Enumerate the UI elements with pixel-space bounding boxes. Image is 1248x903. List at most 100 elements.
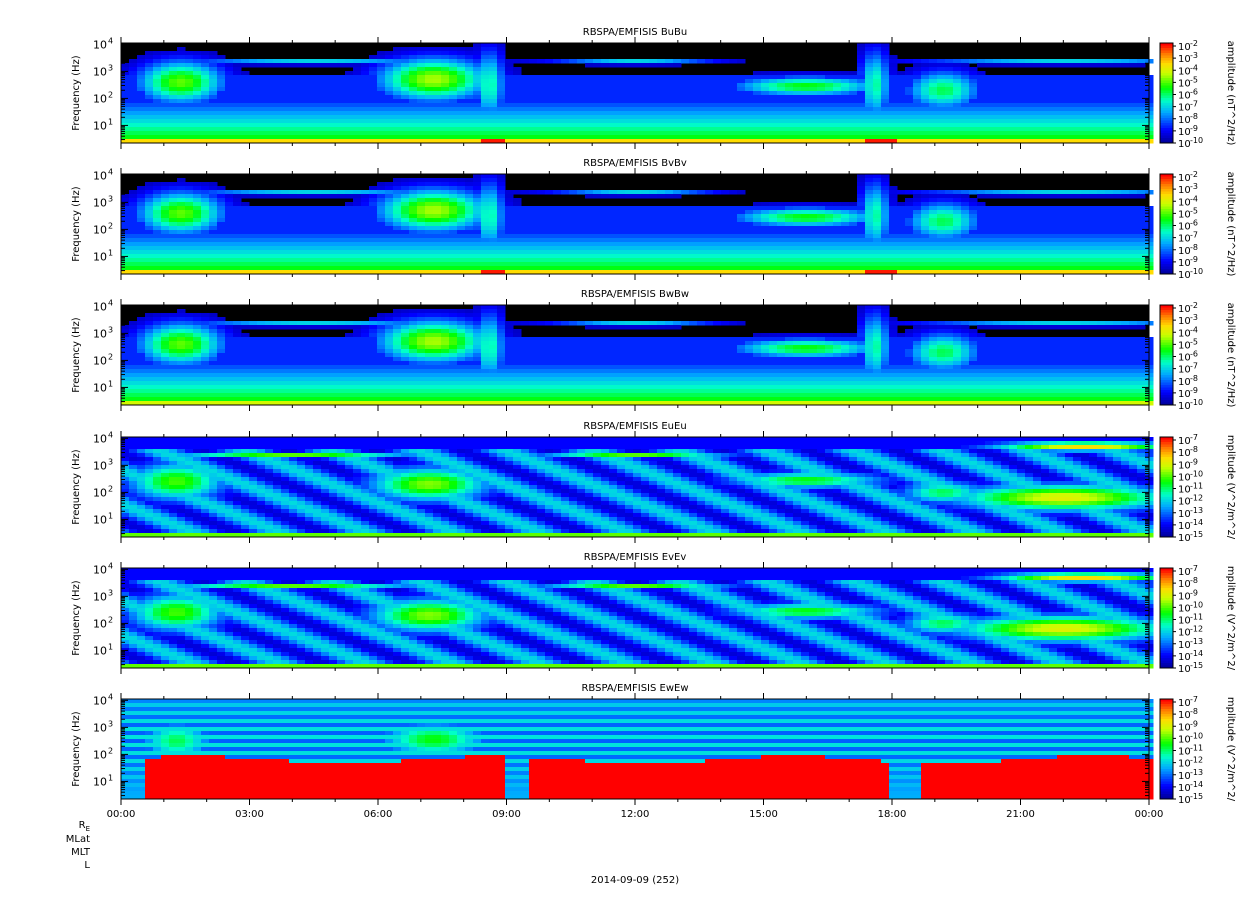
heatmap-cell xyxy=(329,242,338,247)
heatmap-cell xyxy=(681,59,690,64)
heatmap-cell xyxy=(257,79,266,84)
heatmap-cell xyxy=(369,222,378,227)
heatmap-cell xyxy=(265,194,274,199)
heatmap-cell xyxy=(665,206,674,211)
heatmap-cell xyxy=(881,131,890,136)
heatmap-cell xyxy=(473,238,482,243)
heatmap-cell xyxy=(913,206,922,211)
heatmap-cell xyxy=(473,230,482,235)
heatmap-cell xyxy=(713,222,722,227)
heatmap-cell xyxy=(1113,79,1122,84)
heatmap-cell xyxy=(129,87,138,92)
heatmap-cell xyxy=(273,127,282,132)
heatmap-cell xyxy=(337,222,346,227)
heatmap-cell xyxy=(153,123,162,128)
heatmap-cell xyxy=(921,119,930,124)
heatmap-cell xyxy=(945,87,954,92)
heatmap-cell xyxy=(833,71,842,76)
heatmap-cell xyxy=(161,210,170,215)
heatmap-cell xyxy=(185,111,194,116)
heatmap-cell xyxy=(337,131,346,136)
heatmap-cell xyxy=(217,266,226,271)
heatmap-cell xyxy=(401,198,410,203)
heatmap-cell xyxy=(945,226,954,231)
heatmap-cell xyxy=(425,194,434,199)
heatmap-cell xyxy=(569,75,578,80)
heatmap-cell xyxy=(449,71,458,76)
heatmap-cell xyxy=(457,218,466,223)
heatmap-cell xyxy=(713,206,722,211)
heatmap-cell xyxy=(785,71,794,76)
heatmap-cell xyxy=(401,111,410,116)
heatmap-cell xyxy=(385,238,394,243)
heatmap-cell xyxy=(129,91,138,96)
heatmap-cell xyxy=(305,87,314,92)
heatmap-cell xyxy=(545,87,554,92)
heatmap-cell xyxy=(289,87,298,92)
heatmap-cell xyxy=(241,266,250,271)
heatmap-cell xyxy=(825,258,834,263)
heatmap-cell xyxy=(745,75,754,80)
heatmap-cell xyxy=(753,218,762,223)
heatmap-cell xyxy=(521,91,530,96)
heatmap-cell xyxy=(401,262,410,267)
heatmap-cell xyxy=(929,123,938,128)
heatmap-cell xyxy=(377,107,386,112)
heatmap-cell xyxy=(481,186,490,191)
heatmap-cell xyxy=(641,59,650,64)
heatmap-cell xyxy=(657,135,666,140)
heatmap-cell xyxy=(145,123,154,128)
heatmap-cell xyxy=(601,95,610,100)
heatmap-cell xyxy=(249,266,258,271)
heatmap-cell xyxy=(865,127,874,132)
heatmap-cell xyxy=(329,135,338,140)
heatmap-cell xyxy=(873,63,882,68)
heatmap-cell xyxy=(177,107,186,112)
heatmap-cell xyxy=(873,83,882,88)
heatmap-cell xyxy=(521,218,530,223)
heatmap-cell xyxy=(457,75,466,80)
heatmap-cell xyxy=(305,119,314,124)
heatmap-cell xyxy=(921,135,930,140)
heatmap-cell xyxy=(337,115,346,120)
heatmap-cell xyxy=(761,119,770,124)
heatmap-cell xyxy=(545,95,554,100)
heatmap-cell xyxy=(393,222,402,227)
heatmap-cell xyxy=(1073,135,1082,140)
heatmap-cell xyxy=(937,242,946,247)
heatmap-cell xyxy=(761,107,770,112)
heatmap-cell xyxy=(233,99,242,104)
heatmap-cell xyxy=(577,210,586,215)
heatmap-cell xyxy=(137,238,146,243)
heatmap-cell xyxy=(929,103,938,108)
heatmap-cell xyxy=(401,222,410,227)
heatmap-cell xyxy=(401,59,410,64)
heatmap-cell xyxy=(401,95,410,100)
heatmap-cell xyxy=(793,222,802,227)
heatmap-cell xyxy=(817,107,826,112)
heatmap-cell xyxy=(297,234,306,239)
heatmap-cell xyxy=(1129,59,1138,64)
heatmap-cell xyxy=(585,254,594,259)
heatmap-cell xyxy=(817,75,826,80)
heatmap-cell xyxy=(209,266,218,271)
heatmap-cell xyxy=(529,115,538,120)
heatmap-cell xyxy=(257,218,266,223)
heatmap-cell xyxy=(481,182,490,187)
heatmap-cell xyxy=(353,218,362,223)
heatmap-cell xyxy=(185,226,194,231)
heatmap-cell xyxy=(953,242,962,247)
heatmap-cell xyxy=(649,194,658,199)
heatmap-cell xyxy=(193,123,202,128)
heatmap-cell xyxy=(697,135,706,140)
heatmap-cell xyxy=(145,51,154,56)
heatmap-cell xyxy=(305,63,314,68)
heatmap-cell xyxy=(529,119,538,124)
heatmap-cell xyxy=(409,262,418,267)
heatmap-cell xyxy=(313,218,322,223)
heatmap-cell xyxy=(313,262,322,267)
heatmap-cell xyxy=(497,55,506,60)
heatmap-cell xyxy=(921,238,930,243)
heatmap-cell xyxy=(593,190,602,195)
heatmap-cell xyxy=(697,87,706,92)
